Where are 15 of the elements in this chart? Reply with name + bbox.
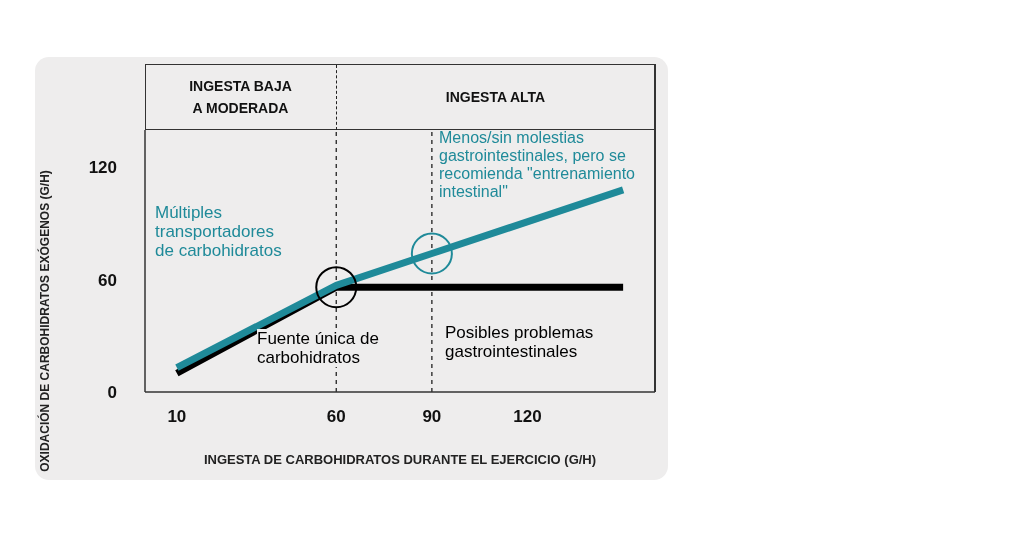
- x-axis-title: INGESTA DE CARBOHIDRATOS DURANTE EL EJERCICIO (G/H): [203, 452, 597, 467]
- annotation: Posibles problemas gastrointestinales: [445, 323, 594, 361]
- text: INGESTA BAJA A MODERADA: [189, 77, 292, 118]
- annotation: Múltiples transportadores de carbohidratos: [155, 203, 282, 260]
- annotation: Menos/sin molestias gastrointestinales, pero se recomienda "entrenamiento intestinal": [439, 129, 636, 201]
- y-tick-label: 120: [88, 158, 117, 178]
- x-tick-label: 90: [422, 407, 442, 427]
- y-tick-label: 0: [107, 383, 117, 403]
- x-tick-label: 60: [326, 407, 346, 427]
- text: INGESTA ALTA: [445, 88, 546, 107]
- y-tick-label: 60: [98, 270, 117, 290]
- x-tick-label: 120: [513, 407, 542, 427]
- y-axis-title: OXIDACIÓN DE CARBOHIDRATOS EXÓGENOS (G/H): [37, 170, 53, 472]
- annotation: Fuente única de carbohidratos: [257, 329, 379, 367]
- x-tick-label: 10: [167, 407, 187, 427]
